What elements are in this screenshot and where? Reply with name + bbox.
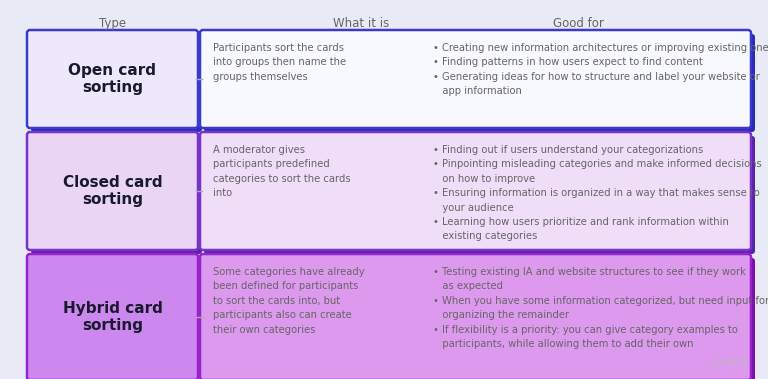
FancyBboxPatch shape <box>204 34 755 132</box>
Text: Good for: Good for <box>553 17 604 30</box>
FancyBboxPatch shape <box>31 136 202 254</box>
FancyBboxPatch shape <box>31 258 202 379</box>
Text: Some categories have already
been defined for participants
to sort the cards int: Some categories have already been define… <box>213 267 365 335</box>
Text: Hybrid card
sorting: Hybrid card sorting <box>62 301 163 333</box>
FancyBboxPatch shape <box>27 30 198 128</box>
Text: Type: Type <box>99 17 126 30</box>
FancyBboxPatch shape <box>200 254 751 379</box>
Text: A moderator gives
participants predefined
categories to sort the cards
into: A moderator gives participants predefine… <box>213 145 351 198</box>
Text: • Finding out if users understand your categorizations
• Pinpointing misleading : • Finding out if users understand your c… <box>433 145 762 241</box>
Text: • Creating new information architectures or improving existing ones
• Finding pa: • Creating new information architectures… <box>433 43 768 96</box>
FancyBboxPatch shape <box>204 136 755 254</box>
Text: • Testing existing IA and website structures to see if they work
   as expected
: • Testing existing IA and website struct… <box>433 267 768 349</box>
FancyBboxPatch shape <box>31 34 202 132</box>
Text: Closed card
sorting: Closed card sorting <box>63 175 162 207</box>
Text: What it is: What it is <box>333 17 389 30</box>
FancyBboxPatch shape <box>27 254 198 379</box>
FancyBboxPatch shape <box>27 132 198 250</box>
FancyBboxPatch shape <box>200 30 751 128</box>
Text: ⦾ maze: ⦾ maze <box>713 356 748 366</box>
Text: Open card
sorting: Open card sorting <box>68 63 157 95</box>
Text: Participants sort the cards
into groups then name the
groups themselves: Participants sort the cards into groups … <box>213 43 346 82</box>
FancyBboxPatch shape <box>200 132 751 250</box>
FancyBboxPatch shape <box>204 258 755 379</box>
